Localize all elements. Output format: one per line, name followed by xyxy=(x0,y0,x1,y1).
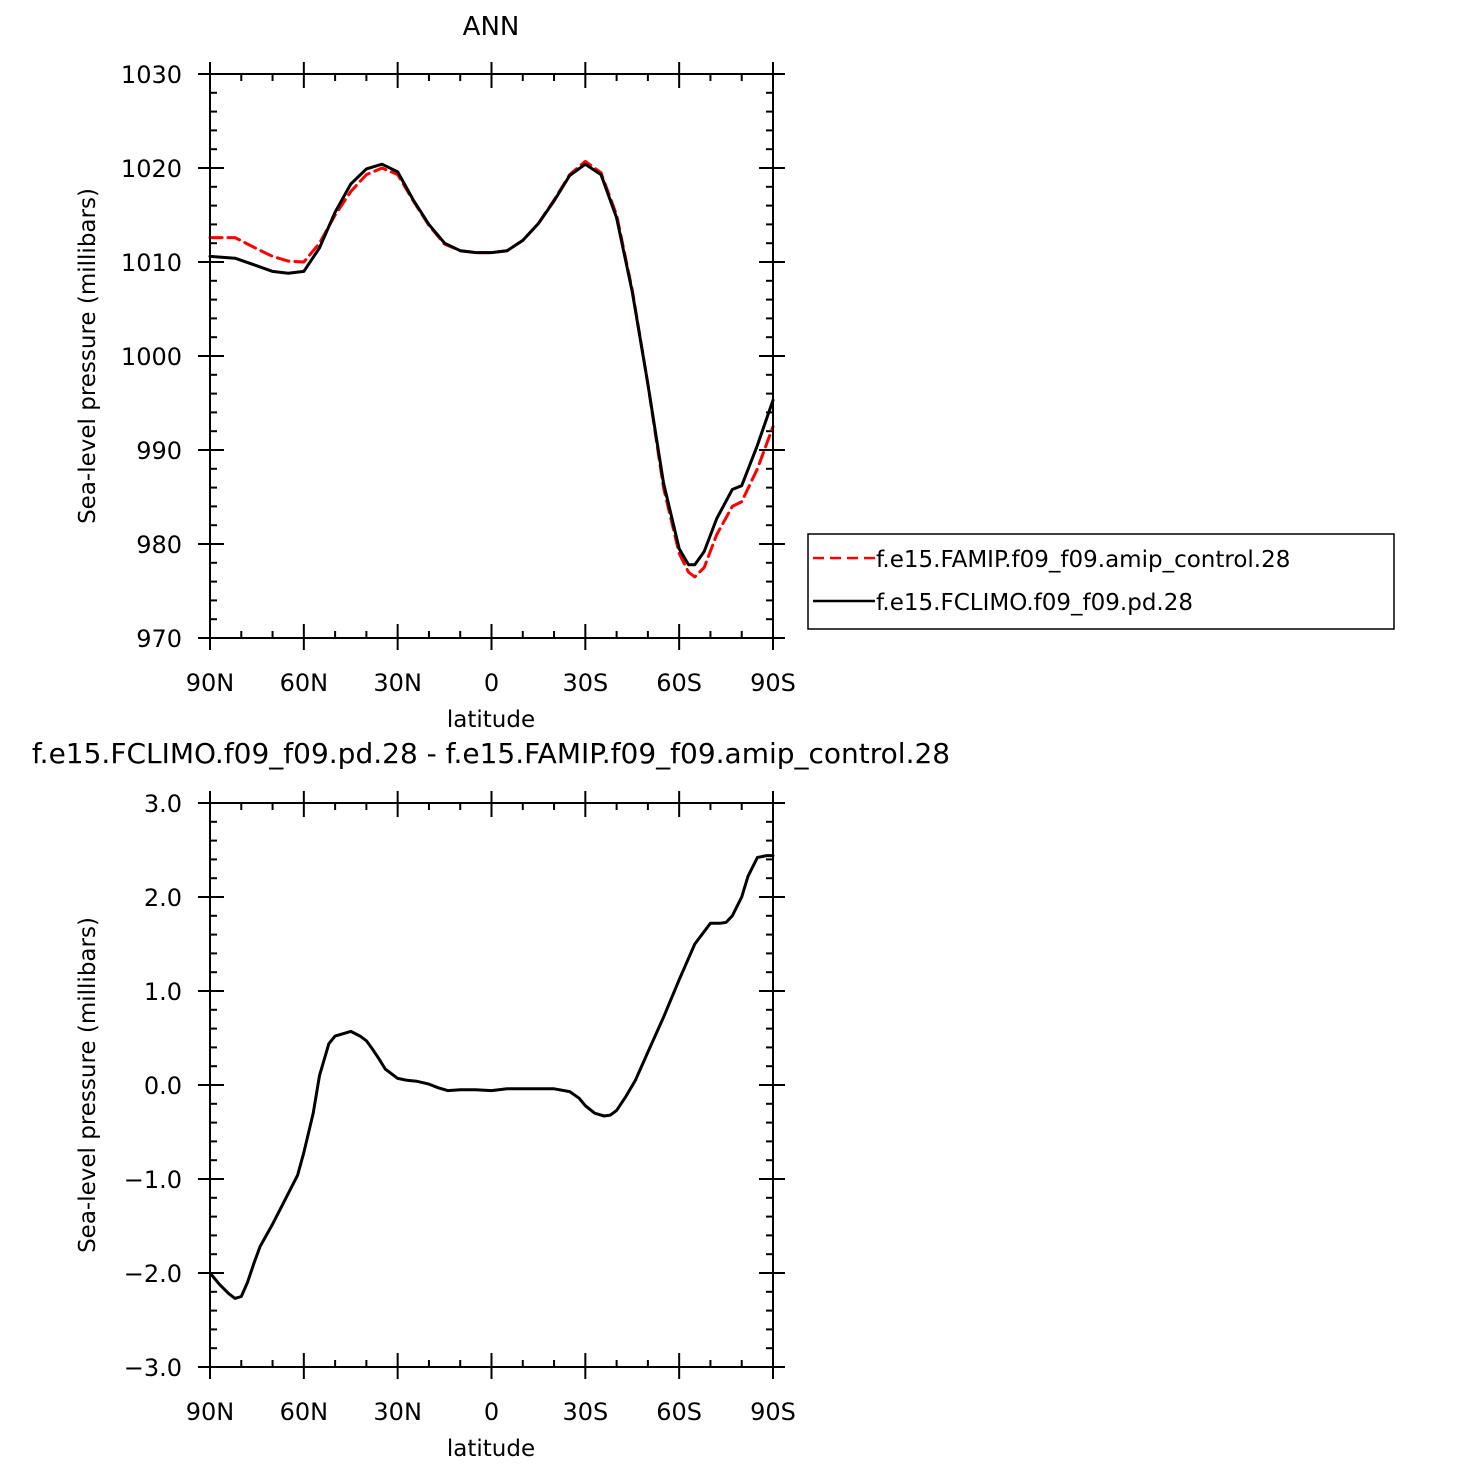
x-tick-label: 30N xyxy=(373,1398,422,1426)
legend-label-fclimo: f.e15.FCLIMO.f09_f09.pd.28 xyxy=(876,590,1193,616)
top-x-tick-labels: 90N 60N 30N 0 30S 60S 90S xyxy=(186,669,796,697)
bottom-data-lines xyxy=(208,854,775,1300)
bottom-ticks xyxy=(198,791,785,1379)
x-tick-label: 60S xyxy=(656,1398,702,1426)
series-line-0 xyxy=(208,854,775,1300)
top-y-tick-labels: 1030 1020 1010 1000 990 980 970 xyxy=(121,61,182,653)
y-tick-label: 1010 xyxy=(121,249,182,277)
y-tick-label: 980 xyxy=(136,531,182,559)
y-tick-label: 990 xyxy=(136,437,182,465)
x-tick-label: 0 xyxy=(484,669,499,697)
y-tick-label: 1030 xyxy=(121,61,182,89)
x-tick-label: 90N xyxy=(186,1398,235,1426)
y-tick-label: 1020 xyxy=(121,155,182,183)
y-tick-label: −3.0 xyxy=(124,1354,182,1382)
bottom-chart-title: f.e15.FCLIMO.f09_f09.pd.28 - f.e15.FAMIP… xyxy=(32,737,950,770)
x-tick-label: 30S xyxy=(562,1398,608,1426)
top-x-axis-label: latitude xyxy=(447,707,535,733)
y-tick-label: −1.0 xyxy=(124,1166,182,1194)
y-tick-label: 1.0 xyxy=(144,978,182,1006)
series-line-1 xyxy=(208,162,775,567)
x-tick-label: 90N xyxy=(186,669,235,697)
x-tick-label: 30N xyxy=(373,669,422,697)
x-tick-label: 0 xyxy=(484,1398,499,1426)
bottom-x-axis-label: latitude xyxy=(447,1436,535,1462)
y-tick-label: 0.0 xyxy=(144,1072,182,1100)
x-tick-label: 60N xyxy=(280,1398,329,1426)
bottom-y-tick-labels: 3.0 2.0 1.0 0.0 −1.0 −2.0 −3.0 xyxy=(124,790,182,1382)
x-tick-label: 60S xyxy=(656,669,702,697)
top-panel-sea-level-pressure: ANN 90N 60N 30N 0 30S 60S 90S 1030 1020 1010 1000… xyxy=(75,12,1395,733)
y-tick-label: 3.0 xyxy=(144,790,182,818)
top-data-lines xyxy=(208,159,775,579)
legend-box xyxy=(807,533,1395,630)
bottom-x-tick-labels: 90N 60N 30N 0 30S 60S 90S xyxy=(186,1398,796,1426)
legend: f.e15.FAMIP.f09_f09.amip_control.28 f.e1… xyxy=(807,533,1395,630)
top-plot-frame xyxy=(209,73,774,639)
x-tick-label: 60N xyxy=(280,669,329,697)
top-y-axis-label: Sea-level pressure (millibars) xyxy=(75,188,101,524)
bottom-plot-frame xyxy=(209,802,774,1368)
series-line-0 xyxy=(208,159,775,579)
x-tick-label: 90S xyxy=(750,1398,796,1426)
y-tick-label: −2.0 xyxy=(124,1260,182,1288)
bottom-y-axis-label: Sea-level pressure (millibars) xyxy=(75,917,101,1253)
legend-label-famip: f.e15.FAMIP.f09_f09.amip_control.28 xyxy=(876,547,1290,573)
top-chart-title: ANN xyxy=(463,12,520,42)
bottom-panel-difference: f.e15.FCLIMO.f09_f09.pd.28 - f.e15.FAMIP… xyxy=(32,737,950,1462)
x-tick-label: 90S xyxy=(750,669,796,697)
y-tick-label: 970 xyxy=(136,625,182,653)
y-tick-label: 1000 xyxy=(121,343,182,371)
y-tick-label: 2.0 xyxy=(144,884,182,912)
top-ticks xyxy=(198,62,785,650)
x-tick-label: 30S xyxy=(562,669,608,697)
